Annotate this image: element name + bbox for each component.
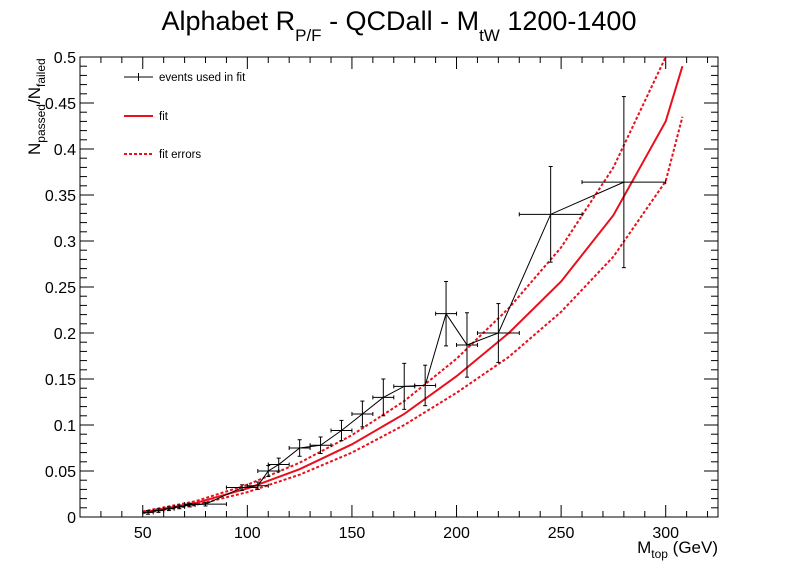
data-points <box>142 96 667 515</box>
legend-label-fit-errors: fit errors <box>159 149 201 161</box>
data-point <box>393 362 416 410</box>
data-point <box>476 303 520 363</box>
y-tick-label: 0 <box>67 510 76 527</box>
data-point <box>184 501 227 507</box>
x-axis-ticks <box>100 57 709 517</box>
data-point <box>456 312 478 378</box>
x-tick-label: 50 <box>134 525 152 542</box>
data-point <box>518 165 583 263</box>
data-point <box>163 506 175 512</box>
y-tick-label: 0.3 <box>54 234 76 251</box>
fit-error-curve-lower <box>142 116 684 515</box>
data-point <box>372 378 395 417</box>
legend-entry-events: events used in fit <box>124 72 246 84</box>
legend-label-fit: fit <box>159 111 169 123</box>
y-tick-label: 0.35 <box>45 188 76 205</box>
y-tick-label: 0.15 <box>45 372 76 389</box>
legend-entry-fit: fit <box>124 111 169 123</box>
data-point <box>414 364 437 407</box>
x-tick-label: 250 <box>548 525 575 542</box>
x-tick-label: 200 <box>443 525 470 542</box>
legend: events used in fit fit fit errors <box>124 72 246 161</box>
legend-entry-fit-errors: fit errors <box>124 149 201 161</box>
fit-error-curve-upper <box>142 56 667 513</box>
y-tick-label: 0.45 <box>45 96 76 113</box>
data-point <box>581 96 667 269</box>
data-point <box>257 464 280 478</box>
y-tick-label: 0.25 <box>45 280 76 297</box>
y-axis-label: Npassed/Nfailed <box>25 58 48 155</box>
data-point <box>330 419 353 442</box>
data-point <box>267 457 290 472</box>
chart-title: Alphabet RP/F - QCDall - MtW 1200-1400 <box>162 6 637 45</box>
y-tick-label: 0.1 <box>54 418 76 435</box>
y-tick-label: 0.5 <box>54 50 76 67</box>
fit-curves <box>142 56 684 515</box>
x-tick-label: 150 <box>339 525 366 542</box>
y-axis-ticks <box>80 56 718 518</box>
data-connecting-line <box>147 181 625 513</box>
x-tick-label: 300 <box>652 525 679 542</box>
legend-label-events: events used in fit <box>159 72 246 84</box>
y-tick-label: 0.05 <box>45 464 76 481</box>
data-point <box>351 400 374 428</box>
y-tick-label: 0.2 <box>54 326 76 343</box>
data-point <box>173 504 186 510</box>
x-axis-label: Mtop (GeV) <box>637 538 718 561</box>
data-point <box>435 280 458 347</box>
y-axis-tick-labels: 0 0.05 0.1 0.15 0.2 0.25 0.3 0.35 0.4 0.45 0.5 <box>45 50 76 527</box>
fit-curve <box>142 65 684 514</box>
x-tick-label: 100 <box>234 525 261 542</box>
data-point <box>246 481 269 490</box>
plot-frame <box>79 56 719 518</box>
y-tick-label: 0.4 <box>54 142 76 159</box>
data-point <box>309 436 332 455</box>
x-axis-tick-labels: 50 100 150 200 250 300 <box>134 525 679 542</box>
